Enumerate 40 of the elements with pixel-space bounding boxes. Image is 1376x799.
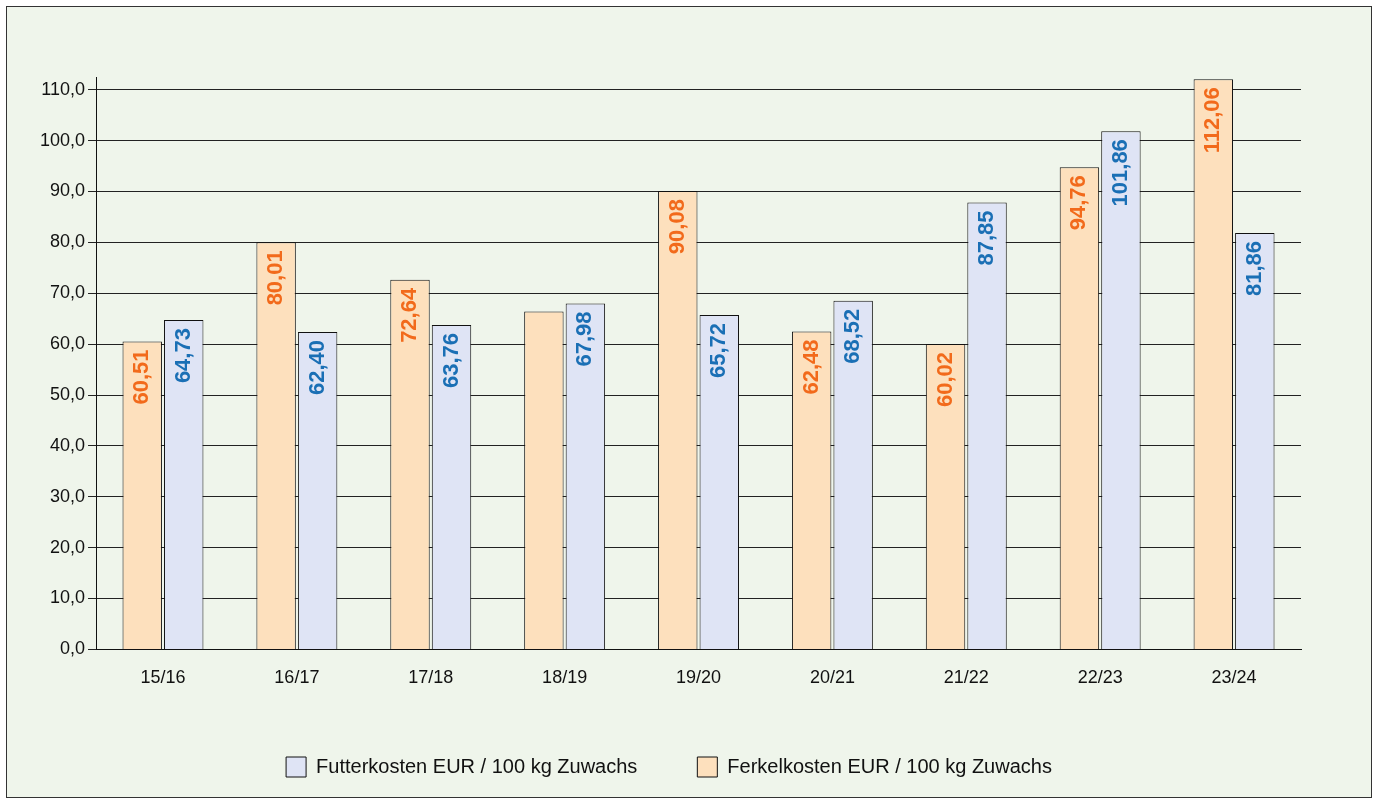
data-label: 101,86: [1106, 139, 1132, 207]
legend-label: Futterkosten EUR / 100 kg Zuwachs: [316, 754, 638, 777]
x-tick-label: 21/22: [943, 667, 989, 688]
data-label: 72,64: [396, 287, 422, 343]
y-tick-label: 0,0: [60, 638, 86, 659]
x-tick-label: 16/17: [274, 667, 320, 688]
data-label: 87,85: [973, 210, 999, 266]
x-tick-label: 15/16: [140, 667, 186, 688]
data-label: 68,52: [839, 308, 865, 364]
x-tick-label: 23/24: [1211, 667, 1257, 688]
data-label: 65,72: [705, 323, 731, 379]
y-tick-label: 100,0: [40, 129, 86, 150]
data-label: 63,76: [437, 332, 463, 389]
y-tick-label: 50,0: [50, 383, 86, 404]
legend-label: Ferkelkosten EUR / 100 kg Zuwachs: [727, 754, 1052, 777]
data-label: 112,06: [1199, 87, 1225, 154]
data-label: 67,98: [571, 311, 597, 367]
y-tick-label: 110,0: [41, 78, 86, 99]
x-tick-label: 22/23: [1077, 667, 1123, 688]
data-label: 94,76: [1065, 175, 1091, 231]
data-label: 80,01: [262, 250, 288, 306]
y-tick-label: 30,0: [50, 485, 86, 506]
data-label: 90,08: [663, 199, 689, 255]
y-tick-label: 10,0: [50, 587, 86, 608]
x-tick-label: 20/21: [809, 667, 855, 688]
y-tick-label: 60,0: [50, 333, 86, 354]
data-label: 60,51: [128, 349, 154, 405]
x-tick-label: 18/19: [542, 667, 588, 688]
x-tick-label: 19/20: [676, 667, 722, 688]
x-tick-label: 17/18: [408, 667, 454, 688]
data-label: 64,73: [169, 328, 195, 384]
data-label: 60,02: [931, 352, 957, 408]
y-tick-label: 70,0: [50, 282, 86, 303]
data-label: 62,48: [797, 339, 823, 395]
y-tick-label: 80,0: [50, 231, 86, 252]
data-label: 81,86: [1240, 240, 1266, 296]
y-tick-label: 40,0: [50, 434, 86, 455]
data-label: 62,40: [303, 339, 329, 395]
y-tick-label: 20,0: [50, 536, 86, 557]
y-tick-label: 90,0: [50, 180, 86, 201]
